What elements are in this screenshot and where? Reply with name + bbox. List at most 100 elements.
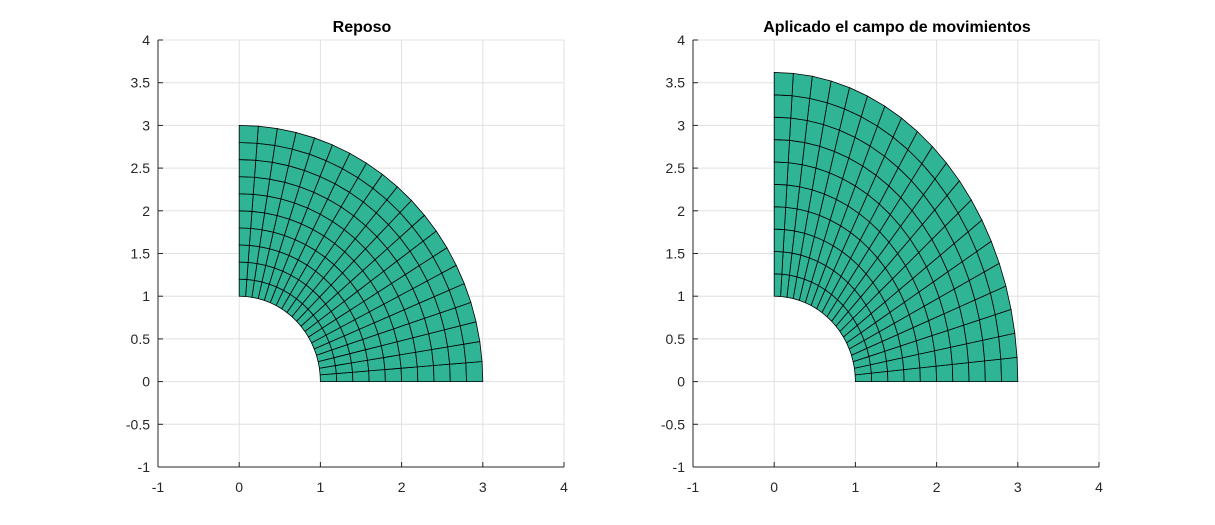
mesh-element — [465, 361, 484, 383]
y-tick-label: 4 — [677, 32, 685, 48]
mesh-element — [274, 128, 297, 150]
mesh-element — [238, 159, 257, 178]
mesh-element — [785, 184, 801, 210]
mesh-element — [238, 244, 250, 263]
x-tick-label: 0 — [235, 479, 243, 495]
y-tick-label: 0 — [677, 374, 685, 390]
y-tick-label: -1 — [138, 459, 151, 475]
mesh-element — [255, 142, 276, 163]
mesh-element — [984, 358, 1002, 383]
mesh-element — [773, 273, 783, 297]
x-tick-label: 3 — [479, 479, 487, 495]
y-tick-label: 2.5 — [666, 160, 686, 176]
mesh-element — [238, 278, 248, 297]
mesh-element — [252, 176, 271, 197]
mesh-element — [773, 116, 792, 141]
mesh-element — [790, 95, 811, 121]
mesh-element — [787, 139, 806, 166]
mesh-element — [1000, 356, 1019, 383]
mesh-element — [935, 363, 954, 383]
mesh-element — [256, 125, 278, 146]
y-tick-label: 3.5 — [666, 75, 686, 91]
mesh-element — [400, 366, 419, 383]
axes: -1 0 1 2 3 4 -1 -0.5 0 0.5 1 1.5 2 2.5 3 3.5 4 — [661, 32, 1103, 495]
y-tick-label: 1.5 — [666, 246, 686, 262]
mesh-element — [433, 363, 451, 383]
x-tick-label: 4 — [560, 479, 568, 495]
y-tick-label: 1 — [677, 288, 685, 304]
mesh-element — [968, 360, 986, 383]
mesh-element — [804, 119, 824, 147]
mesh-element — [449, 362, 467, 383]
mesh-element — [773, 139, 790, 164]
y-tick-label: -1 — [673, 459, 686, 475]
y-tick-label: 2 — [142, 203, 150, 219]
mesh-element — [248, 227, 263, 248]
mesh-element — [238, 176, 255, 195]
mesh-element — [238, 261, 249, 280]
mesh-element — [982, 336, 1002, 362]
panel-reposo: Reposo -1 0 1 2 3 4 -1 -0.5 0 0.5 1 1.5 2 2.5 3 3.5 4 — [126, 19, 568, 495]
mesh — [773, 72, 1019, 383]
panel-title: Reposo — [333, 19, 392, 36]
x-tick-label: 3 — [1014, 479, 1022, 495]
x-tick-label: 4 — [1095, 479, 1103, 495]
y-tick-label: 1 — [142, 288, 150, 304]
y-tick-label: 3.5 — [131, 75, 151, 91]
mesh-element — [791, 72, 813, 99]
y-tick-label: 3 — [677, 117, 685, 133]
y-tick-label: -0.5 — [661, 416, 685, 432]
mesh-element — [352, 370, 370, 383]
panel-aplicado: Aplicado el campo de movimientos -1 0 1 2 3 4… — [661, 19, 1103, 495]
mesh-element — [773, 183, 788, 208]
mesh-element — [238, 124, 259, 144]
axes: -1 0 1 2 3 4 -1 -0.5 0 0.5 1 1.5 2 2.5 3 3.5 4 — [126, 32, 568, 495]
mesh-element — [919, 365, 938, 383]
y-tick-label: -0.5 — [126, 416, 150, 432]
y-tick-label: 2 — [677, 203, 685, 219]
mesh-element — [951, 362, 970, 383]
mesh-element — [416, 365, 435, 383]
mesh-element — [447, 343, 467, 365]
mesh-element — [773, 228, 785, 253]
x-tick-label: 1 — [852, 479, 860, 495]
x-tick-label: 0 — [770, 479, 778, 495]
mesh-element — [786, 162, 803, 188]
x-tick-label: 2 — [933, 479, 941, 495]
mesh-element — [238, 142, 258, 161]
mesh-element — [809, 75, 832, 104]
x-tick-label: 1 — [317, 479, 325, 495]
y-tick-label: 0.5 — [666, 331, 686, 347]
y-tick-label: 4 — [142, 32, 150, 48]
mesh-element — [368, 369, 386, 383]
mesh-element — [238, 210, 253, 229]
y-tick-label: 0 — [142, 374, 150, 390]
mesh-element — [773, 206, 787, 230]
mesh-element — [251, 193, 268, 214]
mesh-element — [773, 251, 784, 275]
mesh — [238, 124, 484, 383]
x-tick-label: -1 — [152, 479, 165, 495]
mesh-element — [431, 346, 451, 366]
x-tick-label: -1 — [687, 479, 700, 495]
mesh-element — [966, 339, 986, 364]
y-tick-label: 1.5 — [131, 246, 151, 262]
y-tick-label: 0.5 — [131, 331, 151, 347]
mesh-element — [783, 206, 798, 232]
x-tick-label: 2 — [398, 479, 406, 495]
mesh-element — [384, 367, 403, 383]
mesh-element — [773, 72, 794, 97]
mesh-element — [773, 94, 793, 119]
mesh-element — [903, 367, 921, 383]
y-tick-label: 2.5 — [131, 160, 151, 176]
mesh-element — [254, 159, 273, 180]
mesh-element — [250, 210, 266, 231]
mesh-element — [998, 332, 1018, 360]
y-tick-label: 3 — [142, 117, 150, 133]
panel-title: Aplicado el campo de movimientos — [763, 19, 1031, 36]
mesh-element — [238, 227, 252, 246]
mesh-element — [773, 161, 789, 186]
mesh-element — [238, 193, 254, 212]
mesh-element — [789, 117, 808, 144]
